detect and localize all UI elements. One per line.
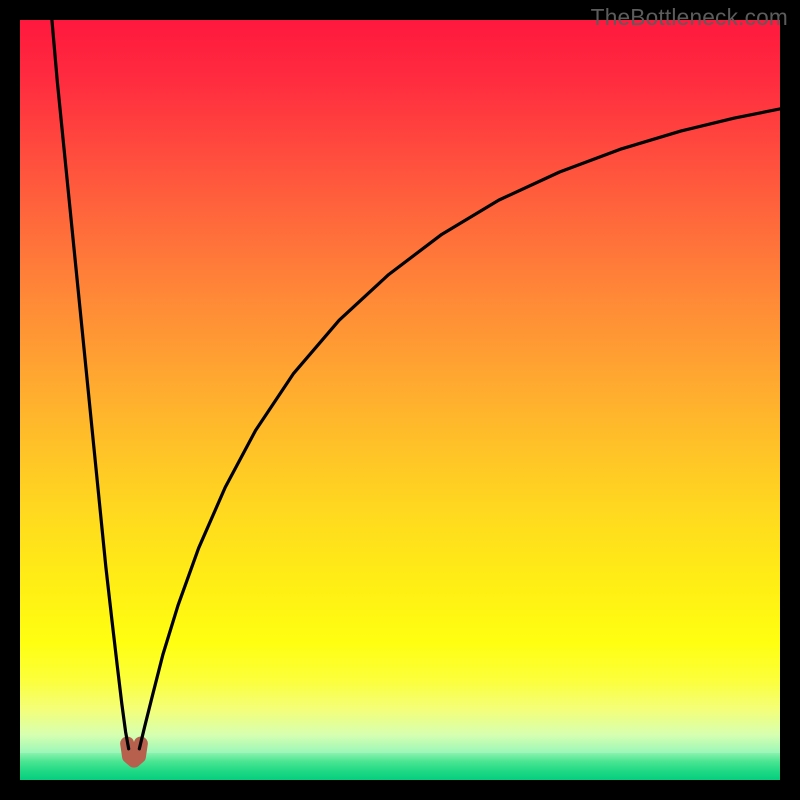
- curve-right-branch: [139, 109, 780, 749]
- plot-area: [20, 20, 780, 780]
- figure-container: TheBottleneck.com: [0, 0, 800, 800]
- watermark-text: TheBottleneck.com: [591, 4, 788, 31]
- curve-left-branch: [52, 20, 129, 749]
- curve-overlay-svg: [20, 20, 780, 780]
